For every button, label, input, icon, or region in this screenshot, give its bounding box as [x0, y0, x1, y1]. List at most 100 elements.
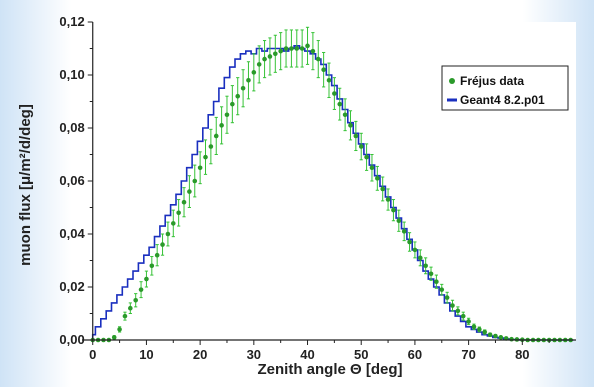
data-point [460, 313, 466, 319]
data-point [466, 319, 471, 324]
data-point [181, 199, 187, 205]
data-point [230, 101, 235, 107]
data-point [417, 255, 423, 261]
data-point [219, 123, 224, 128]
data-point [455, 308, 461, 314]
data-point [434, 279, 439, 285]
legend-geant-label: Geant4 8.2.p01 [460, 93, 545, 107]
data-point [428, 271, 434, 277]
x-tick-label: 20 [193, 347, 207, 362]
data-point [321, 67, 326, 72]
data-point [326, 78, 332, 83]
y-tick-label: 0,02 [59, 279, 84, 294]
data-point [305, 43, 310, 49]
data-point [203, 154, 208, 160]
data-point [380, 186, 385, 192]
x-tick-label: 50 [354, 347, 368, 362]
data-point [315, 56, 321, 62]
geant4-series-layer [91, 45, 574, 341]
data-point [256, 62, 262, 67]
data-point [289, 46, 294, 51]
data-point [342, 112, 348, 118]
data-point [450, 303, 455, 308]
data-point [144, 276, 149, 282]
data-point [509, 336, 514, 342]
data-point [197, 165, 203, 171]
data-point [439, 287, 445, 292]
legend-frejus-marker [449, 78, 455, 84]
data-point [477, 327, 482, 332]
data-point [375, 176, 380, 181]
data-point [154, 252, 160, 258]
data-point [423, 263, 428, 269]
data-point [133, 297, 138, 303]
data-point [482, 329, 488, 335]
x-tick-label: 60 [408, 347, 422, 362]
data-point [487, 332, 493, 338]
axes-layer: 0 10 20 30 40 50 60 70 80 0,00 0,02 0,04 0,06 0,08 0,1… [59, 14, 576, 362]
data-point [160, 242, 165, 247]
y-tick-label: 0,10 [59, 67, 84, 82]
y-tick-label: 0,04 [59, 226, 85, 241]
y-axis-title: muon flux [μ/m²/d/deg] [17, 104, 34, 266]
data-point [391, 207, 396, 213]
data-point [111, 335, 117, 340]
data-point [332, 91, 337, 96]
x-tick-label: 0 [89, 347, 96, 362]
data-point [128, 305, 133, 311]
data-point [348, 123, 353, 128]
data-point [385, 197, 391, 202]
x-tick-label: 30 [247, 347, 261, 362]
data-point [235, 93, 241, 99]
frejus-series-layer [90, 26, 573, 343]
geant4-histogram-line [91, 45, 574, 341]
legend-frejus-label: Fréjus data [460, 74, 524, 88]
data-point [187, 189, 192, 194]
data-point [117, 327, 122, 332]
data-point [262, 56, 267, 62]
data-point [407, 239, 412, 245]
data-point [294, 46, 300, 51]
data-point [176, 210, 181, 216]
data-point [138, 287, 144, 292]
data-point [396, 218, 402, 224]
data-point [369, 165, 375, 171]
data-point [364, 154, 369, 160]
data-point [165, 231, 171, 237]
x-axis-title: Zenith angle Θ [deg] [258, 361, 403, 378]
data-point [170, 221, 176, 226]
data-point [267, 54, 273, 59]
data-point [471, 324, 477, 330]
data-point [251, 70, 257, 75]
data-point [278, 48, 283, 54]
data-point [283, 46, 289, 51]
x-tick-label: 40 [300, 347, 314, 362]
legend-box [441, 65, 569, 111]
data-point [122, 313, 128, 319]
y-tick-label: 0,06 [59, 173, 84, 188]
data-point [208, 144, 214, 149]
legend: Fréjus data Geant4 8.2.p01 [441, 65, 569, 111]
data-point [240, 85, 246, 91]
x-tick-label: 10 [139, 347, 153, 362]
data-point [299, 46, 305, 51]
data-point [192, 178, 198, 184]
data-point [412, 247, 418, 253]
data-point [493, 333, 498, 339]
data-point [149, 263, 155, 269]
x-tick-label: 80 [515, 347, 529, 362]
data-point [444, 295, 450, 300]
data-point [310, 48, 316, 54]
data-point [337, 101, 343, 107]
y-tick-label: 0,12 [59, 14, 84, 29]
data-point [213, 133, 219, 139]
data-point [246, 78, 251, 83]
data-point [358, 144, 364, 149]
data-point [401, 229, 407, 234]
data-point [224, 112, 230, 118]
data-point [498, 335, 504, 340]
y-tick-label: 0,00 [59, 332, 84, 347]
data-point [273, 51, 278, 57]
